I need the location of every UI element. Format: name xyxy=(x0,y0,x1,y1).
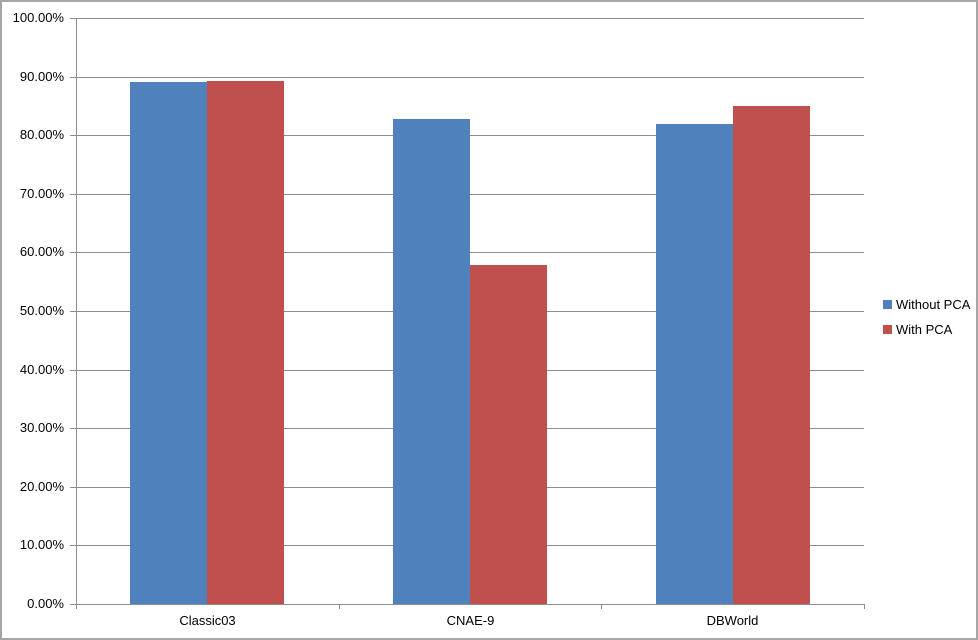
plot-area xyxy=(76,18,864,604)
y-axis-tick xyxy=(70,370,76,371)
legend: Without PCA With PCA xyxy=(883,293,970,347)
legend-item-with-pca: With PCA xyxy=(883,322,970,337)
y-axis-label: 50.00% xyxy=(19,303,64,318)
gridline xyxy=(76,252,864,253)
x-axis-tick xyxy=(864,604,865,609)
y-axis-tick xyxy=(70,604,76,605)
y-axis-label: 100.00% xyxy=(12,10,64,25)
x-axis-category-label: CNAE-9 xyxy=(446,613,495,628)
y-axis-tick xyxy=(70,135,76,136)
y-axis-label: 20.00% xyxy=(19,479,64,494)
bar-without-pca-classic03 xyxy=(130,82,207,604)
gridline xyxy=(76,194,864,195)
gridline xyxy=(76,135,864,136)
y-axis-label: 10.00% xyxy=(19,537,64,552)
x-axis-tick xyxy=(339,604,340,609)
y-axis-label: 40.00% xyxy=(19,362,64,377)
y-axis-line xyxy=(76,18,77,605)
bar-with-pca-cnae-9 xyxy=(470,265,547,604)
gridline xyxy=(76,77,864,78)
y-axis-label: 60.00% xyxy=(19,244,64,259)
y-axis-tick xyxy=(70,428,76,429)
y-axis-tick xyxy=(70,77,76,78)
y-axis-tick xyxy=(70,18,76,19)
x-axis-category-label: DBWorld xyxy=(706,613,759,628)
bar-with-pca-classic03 xyxy=(207,81,284,604)
y-axis-label: 80.00% xyxy=(19,127,64,142)
bar-with-pca-dbworld xyxy=(733,106,810,604)
bar-without-pca-cnae-9 xyxy=(393,119,470,604)
y-axis-label: 70.00% xyxy=(19,186,64,201)
y-axis-label: 0.00% xyxy=(27,596,64,611)
y-axis-tick xyxy=(70,311,76,312)
legend-label-without-pca: Without PCA xyxy=(896,297,971,312)
y-axis-tick xyxy=(70,545,76,546)
x-axis-line xyxy=(76,604,864,605)
legend-label-with-pca: With PCA xyxy=(896,322,953,337)
legend-swatch-without-pca xyxy=(883,300,892,309)
bar-without-pca-dbworld xyxy=(656,124,733,604)
y-axis-label: 30.00% xyxy=(19,420,64,435)
legend-swatch-with-pca xyxy=(883,325,892,334)
x-axis-tick xyxy=(76,604,77,609)
gridline xyxy=(76,18,864,19)
y-axis-label: 90.00% xyxy=(19,69,64,84)
y-axis-tick xyxy=(70,252,76,253)
legend-item-without-pca: Without PCA xyxy=(883,297,970,312)
y-axis-tick xyxy=(70,194,76,195)
y-axis-tick xyxy=(70,487,76,488)
x-axis-category-label: Classic03 xyxy=(179,613,236,628)
x-axis-tick xyxy=(601,604,602,609)
